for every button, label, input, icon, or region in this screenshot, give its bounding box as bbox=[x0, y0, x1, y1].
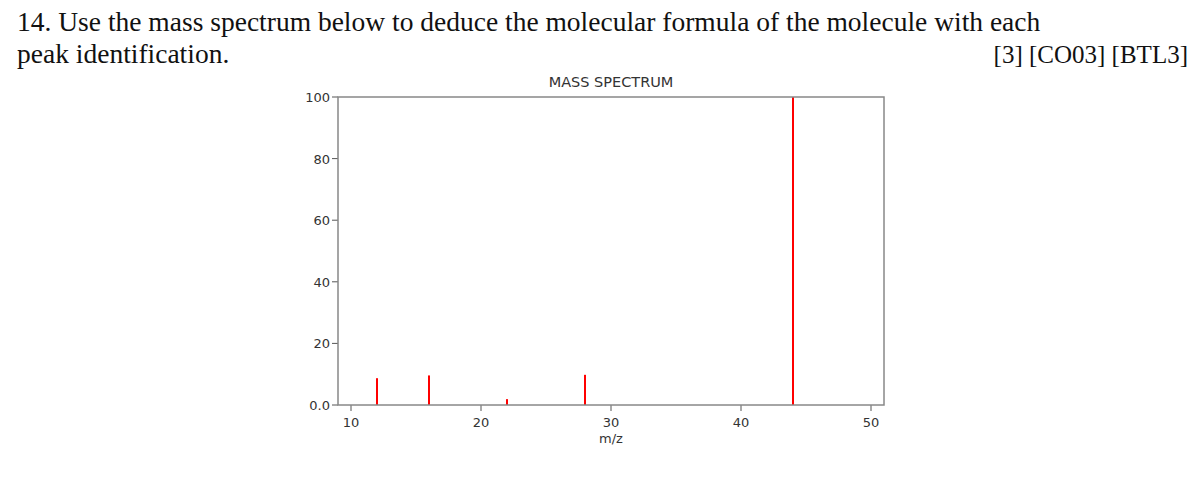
y-tick bbox=[332, 97, 338, 98]
peak bbox=[428, 375, 430, 405]
y-tick-label: 80 bbox=[313, 152, 330, 167]
x-tick bbox=[351, 405, 352, 411]
y-tick-label: 0.0 bbox=[309, 398, 330, 413]
peak bbox=[584, 375, 586, 405]
y-tick bbox=[332, 281, 338, 282]
question-marks: [3] [CO03] [BTL3] bbox=[994, 41, 1188, 68]
x-tick-label: 40 bbox=[733, 415, 750, 430]
x-tick bbox=[481, 405, 482, 411]
y-tick-label: 20 bbox=[313, 336, 330, 351]
x-tick bbox=[871, 405, 872, 411]
x-tick-label: 30 bbox=[603, 415, 620, 430]
chart-title: MASS SPECTRUM bbox=[549, 74, 674, 90]
x-tick bbox=[611, 405, 612, 411]
x-tick bbox=[741, 405, 742, 411]
y-tick-label: 100 bbox=[305, 90, 330, 105]
x-tick-label: 50 bbox=[863, 415, 880, 430]
x-tick-label: 10 bbox=[343, 415, 360, 430]
y-tick-label: 40 bbox=[313, 275, 330, 290]
y-tick-label: 60 bbox=[313, 213, 330, 228]
plot-frame bbox=[338, 97, 884, 405]
y-tick bbox=[332, 220, 338, 221]
y-tick bbox=[332, 343, 338, 344]
peak bbox=[376, 378, 378, 405]
bars bbox=[376, 97, 794, 405]
y-tick bbox=[332, 158, 338, 159]
question-line: peak identification. bbox=[17, 38, 229, 69]
x-tick-label: 20 bbox=[473, 415, 490, 430]
y-tick bbox=[332, 405, 338, 406]
question-line: 14. Use the mass spectrum below to deduc… bbox=[17, 6, 1041, 37]
x-axis-label: m/z bbox=[599, 431, 623, 446]
peak bbox=[792, 97, 794, 405]
page: 14. Use the mass spectrum below to deduc… bbox=[0, 0, 1200, 484]
peak bbox=[506, 399, 508, 405]
